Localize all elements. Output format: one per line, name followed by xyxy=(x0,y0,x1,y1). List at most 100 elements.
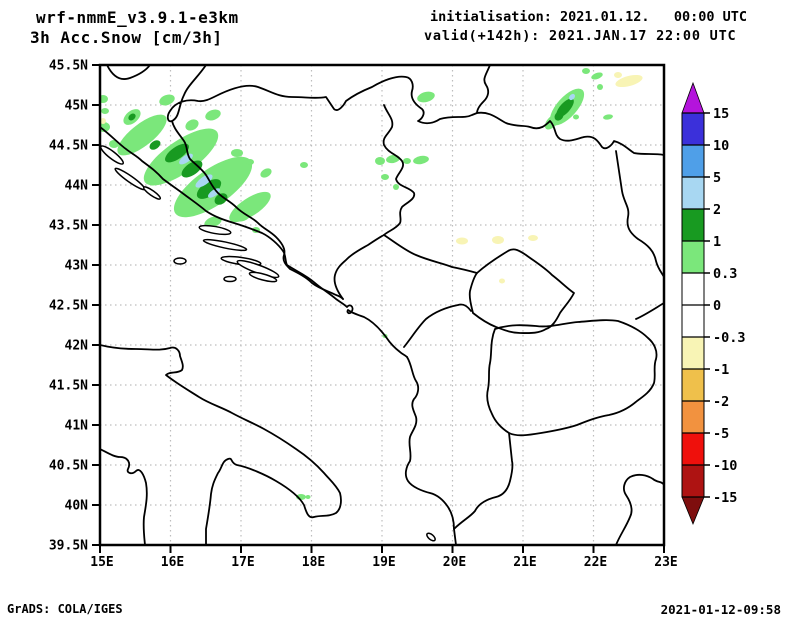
colorbar-arrow-bottom xyxy=(681,496,705,526)
snow-patch xyxy=(492,236,504,244)
coast-albania xyxy=(404,356,457,545)
colorbar-band xyxy=(682,177,704,209)
border-bulgaria xyxy=(615,150,664,278)
snow-patch xyxy=(260,168,272,178)
lat-tick-label: 45N xyxy=(65,99,89,114)
border-albania-greece xyxy=(453,432,514,530)
colorbar-band xyxy=(682,465,704,497)
lat-tick-label: 40.5N xyxy=(49,459,88,474)
snow-patch xyxy=(117,114,167,156)
lat-tick-label: 43.5N xyxy=(49,219,88,234)
border-croatia-bosnia xyxy=(171,120,344,300)
colorbar-tick-label: -15 xyxy=(713,490,737,506)
colorbar-tick-label: 2 xyxy=(713,202,721,218)
colorbar-band xyxy=(682,273,704,305)
colorbar-tick-label: -2 xyxy=(713,394,729,410)
snow-patch xyxy=(381,174,389,180)
snow-patch xyxy=(554,111,564,121)
lat-tick-label: 40N xyxy=(65,499,89,514)
snow-patch xyxy=(386,154,400,164)
lat-tick-label: 44N xyxy=(65,179,89,194)
snow-patch xyxy=(573,114,579,120)
lat-tick-label: 44.5N xyxy=(49,139,88,154)
border-bosnia-montenegro xyxy=(333,234,385,300)
colorbar-tick-label: 5 xyxy=(713,170,721,186)
snow-patch xyxy=(417,91,435,103)
colorbar-band xyxy=(682,433,704,465)
border-kosovo xyxy=(468,248,575,334)
border-bulgaria-sw xyxy=(635,302,664,320)
snow-patch xyxy=(413,155,429,165)
lon-tick-label: 16E xyxy=(161,555,184,570)
coast-italy-adriatic xyxy=(100,344,342,545)
colorbar-tick-label: -10 xyxy=(713,458,737,474)
snow-patch xyxy=(300,162,308,168)
lon-tick-label: 17E xyxy=(231,555,254,570)
colorbar-tick-label: -0.3 xyxy=(713,330,746,346)
grid-lines xyxy=(100,65,664,545)
snow-patch xyxy=(101,108,109,114)
coast-greece-se xyxy=(615,473,664,545)
colorbar-tick-label: -5 xyxy=(713,426,729,442)
lat-tick-label: 42.5N xyxy=(49,299,88,314)
snow-patch xyxy=(190,204,200,212)
border-banat xyxy=(476,65,491,114)
snow-patch xyxy=(100,95,108,103)
border-macedonia xyxy=(486,319,658,437)
lon-tick-label: 18E xyxy=(302,555,325,570)
colorbar-band xyxy=(682,241,704,273)
snow-patch xyxy=(204,216,222,228)
map-plot: 45.5N 45N 44.5N 44N 43.5N 43N 42.5N 42N 41.5N 41N… xyxy=(49,59,678,571)
grads-credit: GrADS: COLA/IGES xyxy=(7,602,123,616)
snow-patch xyxy=(582,68,590,74)
colorbar-band xyxy=(682,209,704,241)
lon-tick-label: 20E xyxy=(443,555,466,570)
border-serbia-montenegro xyxy=(383,234,478,274)
colorbar-tick-label: 0 xyxy=(713,298,721,314)
lat-tick-label: 41.5N xyxy=(49,379,88,394)
coast-croatia xyxy=(100,126,408,358)
snow-patch xyxy=(393,184,399,190)
border-drina xyxy=(382,104,416,236)
colorbar-arrow-top xyxy=(681,81,705,114)
border-slovenia-dip xyxy=(106,65,151,80)
country-borders xyxy=(100,65,664,545)
lon-tick-label: 23E xyxy=(654,555,677,570)
coast-italy-west xyxy=(100,448,148,545)
snow-patch xyxy=(615,74,643,88)
field-title: 3h Acc.Snow [cm/3h] xyxy=(30,28,223,47)
snow-patch xyxy=(205,109,221,121)
snow-patch xyxy=(375,157,385,165)
colorbar: 15 10 5 2 1 0.3 0 -0.3 -1 -2 -5 -10 -15 xyxy=(681,81,746,526)
border-montenegro-albania xyxy=(403,303,472,348)
colorbar-tick-label: 10 xyxy=(713,138,729,154)
snow-patch xyxy=(159,94,175,106)
colorbar-tick-label: -1 xyxy=(713,362,729,378)
lat-tick-label: 41N xyxy=(65,419,89,434)
lon-tick-label: 15E xyxy=(90,555,113,570)
snow-patch xyxy=(456,237,468,245)
colorbar-tick-label: 0.3 xyxy=(713,266,737,282)
init-time-label: initialisation: 2021.01.12. 00:00 UTC xyxy=(430,9,747,25)
snow-patch xyxy=(528,235,538,241)
snow-patch xyxy=(165,143,189,163)
lon-tick-label: 22E xyxy=(584,555,607,570)
lat-tick-label: 39.5N xyxy=(49,539,88,554)
colorbar-band xyxy=(682,401,704,433)
snow-patch xyxy=(214,193,228,205)
snow-patch xyxy=(403,158,411,164)
lat-tick-label: 45.5N xyxy=(49,59,88,74)
snow-patch xyxy=(603,114,613,120)
snow-patch xyxy=(597,84,603,90)
snow-patch xyxy=(591,72,603,80)
lon-tick-label: 21E xyxy=(513,555,536,570)
snow-patch xyxy=(100,118,106,124)
colorbar-band xyxy=(682,305,704,337)
colorbar-band xyxy=(682,337,704,369)
creation-timestamp: 2021-01-12-09:58 xyxy=(660,602,781,617)
axis-ticks-and-labels: 45.5N 45N 44.5N 44N 43.5N 43N 42.5N 42N 41.5N 41N… xyxy=(49,59,678,571)
lon-tick-label: 19E xyxy=(372,555,395,570)
colorbar-tick-label: 1 xyxy=(713,234,721,250)
snow-patch xyxy=(128,113,136,121)
